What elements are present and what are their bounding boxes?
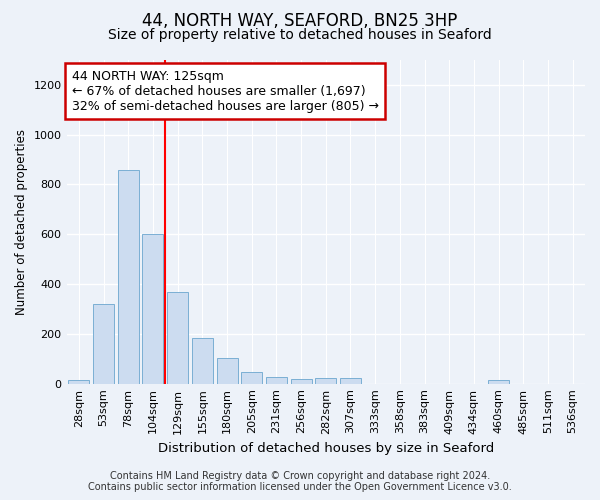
Bar <box>68 380 89 384</box>
Text: 44, NORTH WAY, SEAFORD, BN25 3HP: 44, NORTH WAY, SEAFORD, BN25 3HP <box>142 12 458 30</box>
Bar <box>93 304 114 384</box>
Bar <box>488 380 509 384</box>
Bar <box>217 358 238 384</box>
Bar <box>118 170 139 384</box>
Bar <box>290 378 311 384</box>
Text: Size of property relative to detached houses in Seaford: Size of property relative to detached ho… <box>108 28 492 42</box>
Y-axis label: Number of detached properties: Number of detached properties <box>15 129 28 315</box>
Bar <box>167 292 188 384</box>
Bar <box>192 338 213 384</box>
Bar <box>340 378 361 384</box>
Bar <box>315 378 336 384</box>
X-axis label: Distribution of detached houses by size in Seaford: Distribution of detached houses by size … <box>158 442 494 455</box>
Text: Contains HM Land Registry data © Crown copyright and database right 2024.
Contai: Contains HM Land Registry data © Crown c… <box>88 471 512 492</box>
Bar <box>241 372 262 384</box>
Text: 44 NORTH WAY: 125sqm
← 67% of detached houses are smaller (1,697)
32% of semi-de: 44 NORTH WAY: 125sqm ← 67% of detached h… <box>72 70 379 112</box>
Bar <box>142 234 163 384</box>
Bar <box>266 378 287 384</box>
